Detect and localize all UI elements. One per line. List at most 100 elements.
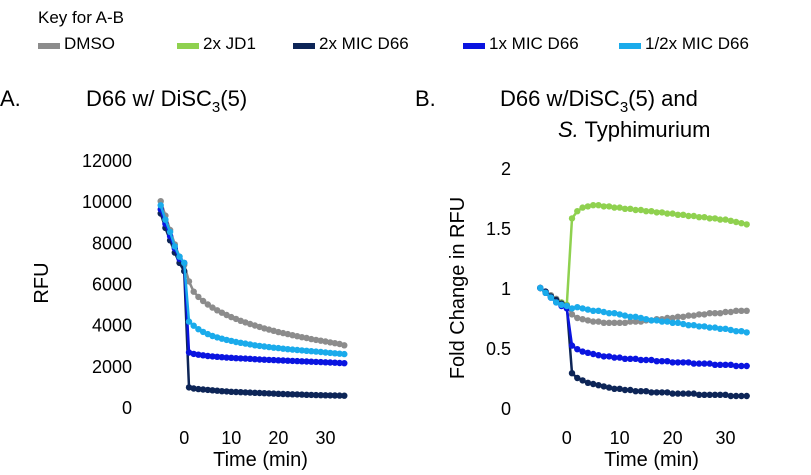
data-point [605,319,613,326]
data-point [632,318,639,325]
data-point [547,294,555,301]
legend-label: 2x JD1 [203,34,256,53]
data-point [195,385,202,393]
data-point [289,357,296,365]
data-point [711,361,719,368]
data-point [717,361,724,368]
data-point [336,392,343,399]
data-point [616,319,623,326]
data-point [176,253,183,260]
series-1-2x-mic-d66 [157,202,348,358]
data-point [322,349,329,356]
data-point [627,318,634,325]
data-point [265,343,273,351]
data-point [270,390,277,397]
data-point [199,386,207,393]
data-point [209,353,216,360]
data-point [605,203,613,210]
data-point [680,313,687,320]
data-point [611,319,618,326]
data-point [706,324,713,331]
data-point [279,345,287,352]
data-point [242,355,249,362]
data-point [246,389,254,396]
y-tick-label: 4000 [92,316,132,336]
data-point [195,326,202,333]
x-tick-label: 20 [663,428,683,448]
data-point [584,379,592,386]
data-point [185,278,193,285]
data-point [605,310,613,317]
data-point [590,202,597,209]
data-point [738,328,745,335]
data-point [595,318,602,325]
data-point [648,317,655,324]
data-point [738,220,745,227]
data-point [579,316,586,323]
data-point [680,390,687,397]
data-point [627,205,634,212]
data-point [584,203,592,210]
data-point [653,209,660,216]
data-point [632,355,639,362]
x-tick-label: 10 [221,428,241,448]
legend-item-1-2x-mic-d66: 1/2x MIC D66 [619,34,749,53]
panel-a-letter: A. [0,86,21,111]
data-point [579,305,586,312]
data-point [284,357,291,364]
data-point [237,389,244,396]
series-1-2x-mic-d66 [537,284,750,336]
data-point [190,385,197,392]
x-axis-title: Time (min) [213,449,308,471]
data-point [722,308,729,316]
data-point [600,353,607,360]
data-point [701,360,708,367]
data-point [611,310,618,317]
data-point [190,350,197,358]
data-point [341,342,348,349]
data-point [584,306,592,313]
data-point [199,352,207,359]
data-point [195,293,202,301]
data-point [166,228,174,236]
data-point [732,307,740,314]
data-point [669,210,676,217]
legend-label: 1/2x MIC D66 [645,34,749,53]
y-tick-label: 12000 [82,151,132,171]
data-point [732,328,740,335]
data-point [669,359,676,366]
data-point [279,357,287,364]
data-point [237,355,244,362]
data-point [246,320,254,328]
data-point [553,299,560,306]
data-point [611,354,618,361]
data-point [270,356,277,364]
series-dmso [157,198,348,349]
data-point [669,390,676,397]
data-point [616,204,623,211]
legend-swatch [293,43,315,49]
legend-item-2x-mic-d66: 2x MIC D66 [293,34,409,53]
data-point [284,391,291,398]
data-point [664,318,671,325]
x-tick-label: 20 [268,428,288,448]
data-point [690,312,697,319]
y-tick-label: 2000 [92,357,132,377]
data-point [743,307,750,314]
data-point [600,203,607,210]
data-point [190,288,197,295]
data-point [743,329,750,336]
data-point [600,383,607,390]
data-point [558,301,565,308]
legend-item-1x-mic-d66: 1x MIC D66 [463,34,579,53]
data-point [595,382,602,389]
data-point [317,348,324,356]
data-point [701,214,708,221]
data-point [611,204,618,211]
data-point [218,354,226,361]
data-point [242,340,249,347]
data-point [275,390,282,397]
data-point [303,347,310,354]
data-point [648,389,655,396]
data-point [664,389,671,396]
